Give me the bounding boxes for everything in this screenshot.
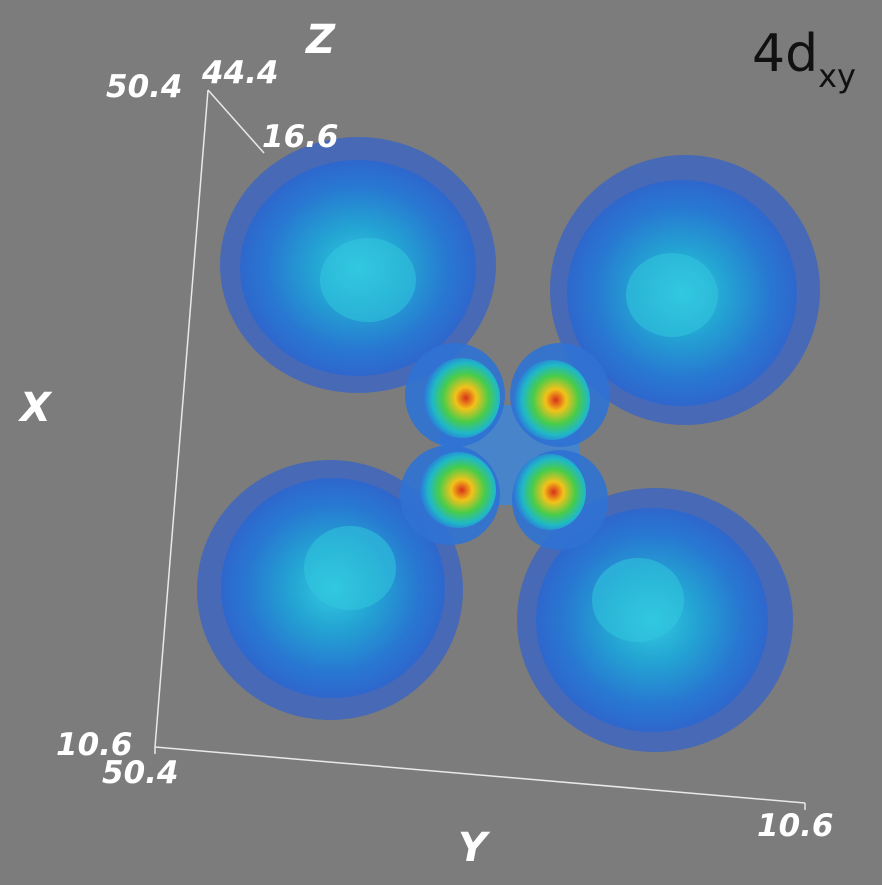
x-axis-label: X	[20, 385, 51, 431]
tick-bottom-right: 10.6	[757, 808, 834, 844]
tick-top-back: 16.6	[262, 119, 339, 155]
tick-bottom-left: 10.6	[56, 727, 133, 763]
y-axis-line	[154, 746, 806, 804]
outer-lobe-top-right	[550, 155, 820, 425]
outer-lobes	[197, 137, 820, 752]
inner-lobe-top-left	[405, 343, 505, 447]
axis-frame	[154, 89, 806, 810]
tick-top-mid: 44.4	[202, 55, 279, 91]
outer-lobe-bottom-left	[197, 460, 463, 720]
orbital-title-subscript: xy	[818, 57, 856, 95]
outer-lobe-top-left	[220, 137, 496, 393]
x-axis-line	[154, 89, 209, 748]
tick-top-left: 50.4	[106, 69, 183, 105]
orbital-title-main: 4d	[752, 24, 819, 84]
orbital-title: 4dxy	[752, 28, 856, 92]
inner-lobe-bottom-left	[400, 445, 500, 545]
z-axis-label: Z	[306, 17, 336, 63]
outer-lobe-bottom-right	[517, 488, 793, 752]
y-axis-label: Y	[458, 825, 487, 871]
z-axis-line	[207, 89, 265, 154]
inner-lobe-top-right	[510, 343, 610, 447]
tick-bottom-left-2: 50.4	[102, 755, 179, 791]
inner-lobes	[400, 343, 610, 550]
inner-lobe-bottom-right	[512, 450, 608, 550]
